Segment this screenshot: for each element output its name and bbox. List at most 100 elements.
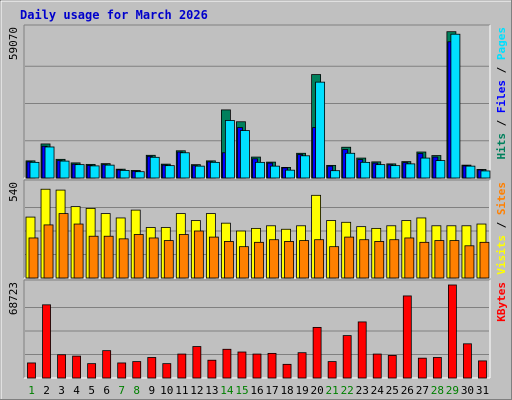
bar-pages-3 [59,160,70,179]
bar-sites-28 [434,240,445,279]
bar-pages-6 [104,164,115,179]
bar-kbytes-4 [72,355,81,379]
bar-sites-9 [148,237,159,279]
legend-item-files: Files [495,80,508,113]
x-axis: 1 2 3 4 5 6 7 8 9 10 11 12 13 14 15 16 17 18 19 20 21 22 23 24 2… [28,384,489,397]
bar-kbytes-2 [42,304,51,379]
bar-kbytes-18 [282,363,292,379]
bar-sites-15 [239,246,249,279]
legend-visits: Visits / Sites [495,182,508,275]
bar-sites-20 [314,239,325,279]
bar-sites-26 [404,237,415,279]
chart-title: Daily usage for March 2026 [20,8,208,22]
bar-kbytes-31 [478,360,487,379]
bar-kbytes-30 [463,343,472,379]
bar-sites-29 [449,240,460,279]
bar-sites-3 [58,213,69,279]
legend-item-pages: Pages [495,27,508,60]
x-tick-label-19: 19 [295,384,308,397]
y-max-label-visits: 540 [7,182,20,202]
x-tick-label-22: 22 [341,384,354,397]
x-tick-label-11: 11 [175,384,188,397]
x-tick-label-10: 10 [160,384,173,397]
bar-pages-22 [345,152,356,179]
panel-kbytes: 68723 KBytes [7,279,508,379]
bar-sites-12 [193,230,204,279]
bar-sites-24 [374,241,385,279]
bar-pages-8 [134,171,145,179]
bar-sites-2 [43,224,54,279]
bar-kbytes-15 [237,351,247,379]
bar-sites-8 [133,234,144,279]
x-tick-label-7: 7 [118,384,125,397]
x-tick-label-26: 26 [401,384,414,397]
bar-kbytes-17 [267,352,277,379]
bar-kbytes-19 [297,352,307,379]
x-tick-label-15: 15 [235,384,248,397]
bar-sites-14 [224,241,234,279]
bar-sites-4 [73,223,84,279]
bar-kbytes-14 [222,348,232,379]
x-tick-label-17: 17 [265,384,278,397]
bar-sites-10 [163,240,174,279]
bar-kbytes-1 [27,362,36,379]
bar-kbytes-8 [132,361,142,379]
bar-sites-1 [28,237,39,279]
x-tick-label-20: 20 [311,384,324,397]
bar-kbytes-3 [57,354,66,379]
bar-pages-21 [330,170,341,179]
bar-sites-13 [208,236,219,279]
bar-pages-26 [405,163,416,179]
bar-pages-23 [360,161,371,179]
x-tick-label-25: 25 [386,384,399,397]
bar-sites-18 [284,241,294,279]
bar-kbytes-28 [432,357,442,379]
legend-item-kbytes: KBytes [495,282,508,322]
bar-kbytes-16 [252,353,262,379]
legend-item-sites: Sites [495,182,508,215]
bar-kbytes-25 [387,355,397,379]
bar-pages-27 [420,157,431,179]
y-max-label-hits: 59070 [7,27,20,60]
panel-area [24,25,490,178]
bar-kbytes-22 [342,335,352,379]
bar-kbytes-20 [312,326,322,379]
bar-sites-22 [344,236,355,279]
bar-kbytes-24 [372,353,382,379]
bar-sites-16 [254,241,264,279]
x-tick-label-14: 14 [220,384,234,397]
legend-hits: Hits / Files / Pages [495,27,508,160]
bar-kbytes-9 [147,357,157,379]
x-tick-label-29: 29 [446,384,459,397]
bar-sites-30 [464,245,475,279]
legend-kbytes: KBytes [495,282,508,322]
chart-panels: 59070 Hits / Files / Pages 540 Visits / Sit… [7,24,508,379]
bar-sites-7 [118,238,129,279]
bar-kbytes-11 [177,353,187,379]
bar-pages-19 [300,155,310,179]
x-tick-label-21: 21 [326,384,339,397]
bar-pages-2 [44,146,55,179]
x-tick-label-30: 30 [461,384,474,397]
y-max-label-kbytes: 68723 [7,282,20,315]
bar-pages-16 [255,161,265,179]
bar-sites-27 [419,241,430,279]
x-tick-label-9: 9 [148,384,155,397]
bar-pages-7 [119,170,130,179]
x-tick-label-4: 4 [73,384,80,397]
x-tick-label-24: 24 [371,384,385,397]
x-tick-label-8: 8 [133,384,140,397]
bar-pages-31 [480,170,491,179]
bar-kbytes-27 [417,357,427,379]
bar-pages-29 [450,33,461,179]
bar-sites-5 [88,235,99,279]
bar-pages-4 [74,164,85,179]
panel-visits: 540 Visits / Sites [7,179,508,279]
legend-separator: / [495,215,508,235]
bar-sites-31 [479,241,490,279]
x-tick-label-5: 5 [88,384,95,397]
x-tick-label-13: 13 [205,384,218,397]
bar-pages-12 [194,165,205,179]
bar-kbytes-6 [102,350,112,379]
